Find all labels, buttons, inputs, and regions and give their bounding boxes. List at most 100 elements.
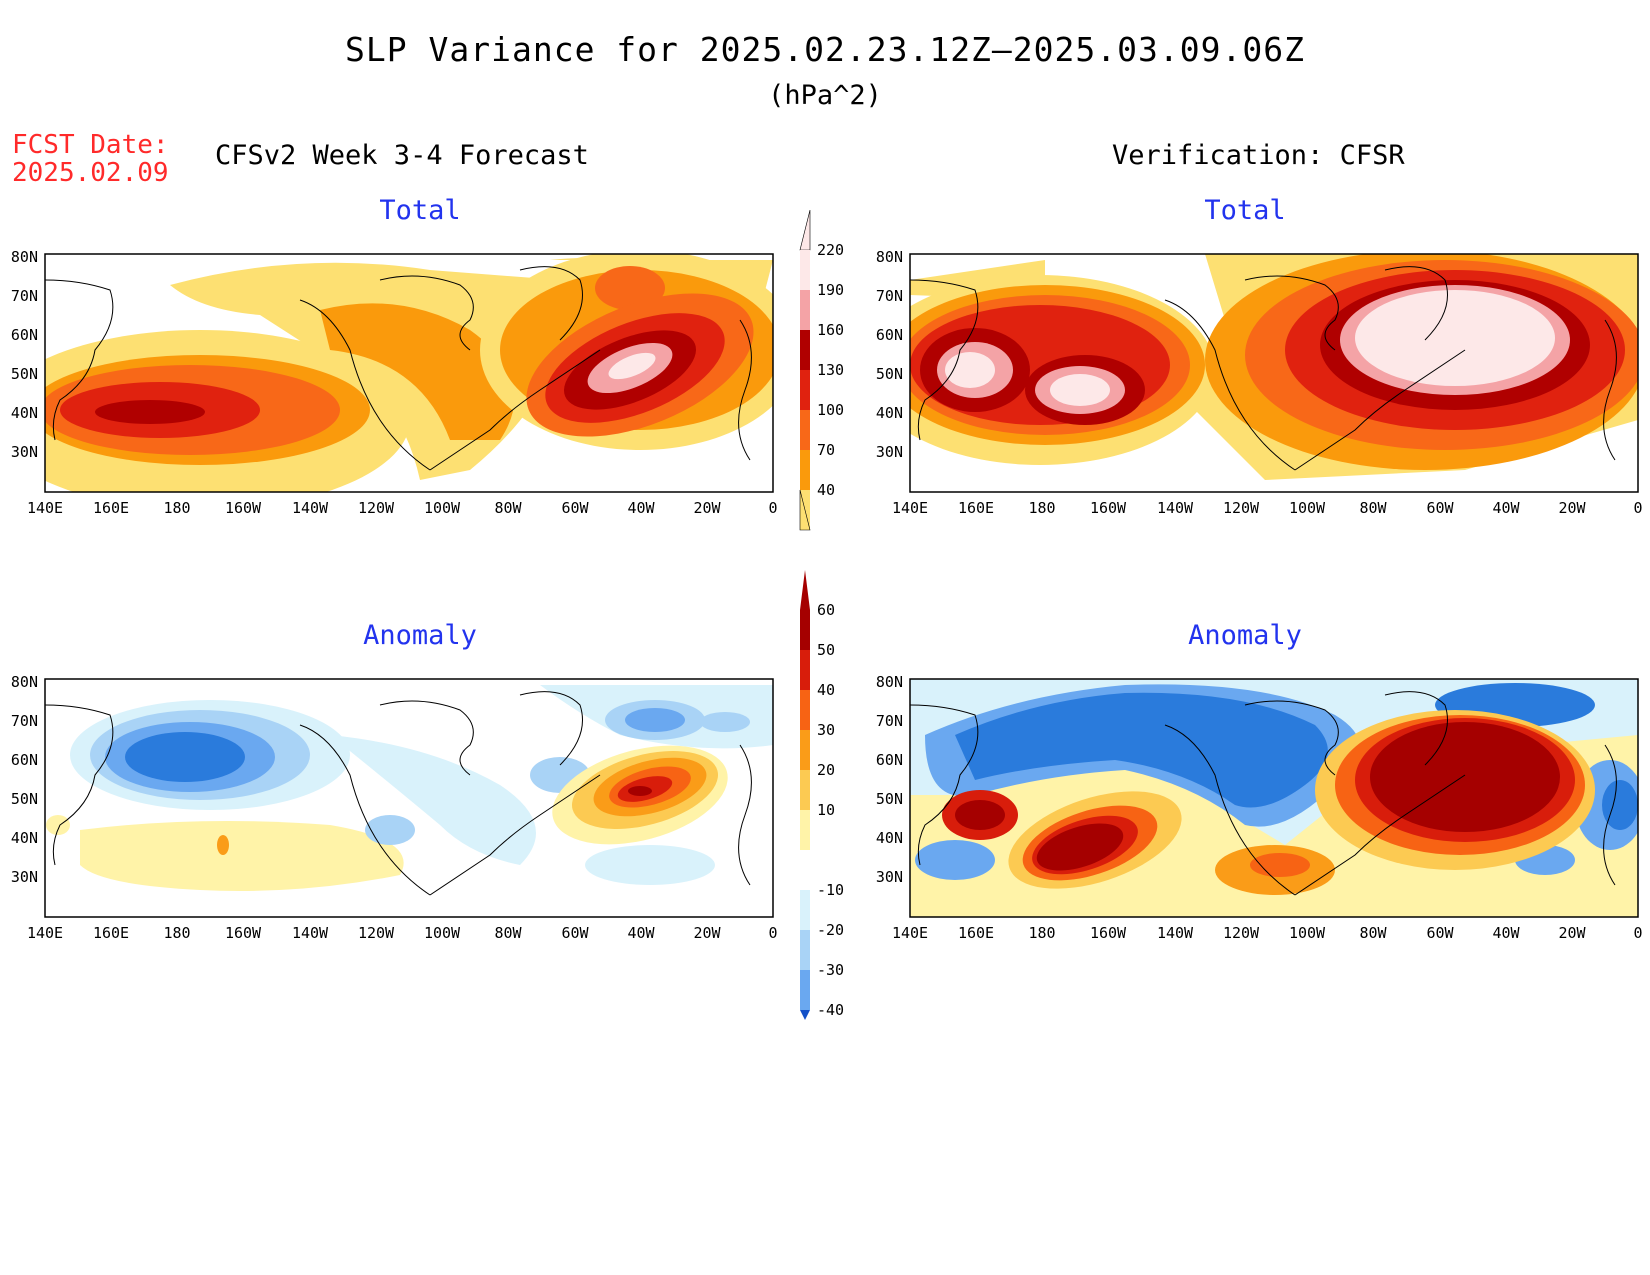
cb-anom-box — [800, 890, 810, 930]
lon-label: 160E — [958, 499, 994, 517]
lon-label: 180 — [1028, 924, 1055, 942]
cb-anom-box — [800, 690, 810, 730]
lat-label: 80N — [11, 673, 38, 691]
cb-anom-box — [800, 810, 810, 850]
cb-anom-label: -20 — [817, 921, 844, 939]
lat-label: 50N — [876, 365, 903, 383]
forecast-header: CFSv2 Week 3-4 Forecast — [215, 140, 589, 171]
lon-label: 160W — [225, 499, 262, 517]
lon-label: 120W — [1223, 924, 1260, 942]
cb-anom-box — [800, 850, 810, 890]
lat-label: 30N — [11, 868, 38, 886]
lon-label: 160E — [958, 924, 994, 942]
lon-label: 20W — [1558, 924, 1586, 942]
lon-label: 160W — [1090, 924, 1127, 942]
lon-label: 120W — [358, 924, 395, 942]
lon-label: 120W — [1223, 499, 1260, 517]
cb-total-label: 190 — [817, 281, 844, 299]
verification-header: Verification: CFSR — [1112, 140, 1405, 171]
lat-label: 50N — [11, 790, 38, 808]
cb-anom-box — [800, 970, 810, 1010]
lat-label: 70N — [11, 287, 38, 305]
map-fcst-total: 80N 70N 60N 50N 40N 30N 140E 160E 180 16… — [11, 248, 778, 517]
lon-label: 40W — [627, 499, 655, 517]
fcst-date-label: FCST Date: — [12, 130, 169, 160]
cb-anom-label: 40 — [817, 681, 835, 699]
cb-anom-label: -10 — [817, 881, 844, 899]
lon-label: 140W — [1157, 499, 1194, 517]
cb-total-box — [800, 290, 810, 330]
cb-total-label: 100 — [817, 401, 844, 419]
lon-label: 60W — [561, 924, 589, 942]
cb-anom-box — [800, 650, 810, 690]
lon-label: 160E — [93, 499, 129, 517]
lon-label: 160W — [1090, 499, 1127, 517]
lon-label: 180 — [163, 924, 190, 942]
cb-anom-label: -40 — [817, 1001, 844, 1019]
lon-label: 180 — [163, 499, 190, 517]
fcst-anomaly-subtitle: Anomaly — [363, 620, 477, 651]
cb-total-label: 130 — [817, 361, 844, 379]
cb-anom-box — [800, 730, 810, 770]
cb-total-label: 160 — [817, 321, 844, 339]
cb-anom-label: 60 — [817, 601, 835, 619]
lat-label: 30N — [11, 443, 38, 461]
lon-label: 0 — [1633, 499, 1642, 517]
lat-label: 60N — [11, 751, 38, 769]
lon-label: 0 — [768, 499, 777, 517]
verif-total-subtitle: Total — [1204, 195, 1286, 226]
colorbar-total: 220 190 160 130 100 70 40 — [799, 210, 844, 531]
lat-label: 80N — [876, 673, 903, 691]
cb-total-box — [800, 410, 810, 450]
lat-label: 70N — [11, 712, 38, 730]
lon-label: 140E — [27, 924, 63, 942]
lon-label: 140W — [1157, 924, 1194, 942]
lon-label: 120W — [358, 499, 395, 517]
lon-label: 60W — [1426, 499, 1454, 517]
lon-label: 140E — [892, 499, 928, 517]
map-verif-total: 80N 70N 60N 50N 40N 30N 140E 160E 180 16… — [876, 248, 1643, 517]
lat-label: 40N — [11, 829, 38, 847]
lat-label: 80N — [876, 248, 903, 266]
lon-label: 140W — [292, 924, 329, 942]
lon-label: 80W — [1359, 924, 1387, 942]
cb-anom-label: 30 — [817, 721, 835, 739]
fcst-date-value: 2025.02.09 — [12, 158, 169, 188]
lon-label: 20W — [1558, 499, 1586, 517]
map-verif-anomaly: 80N 70N 60N 50N 40N 30N 140E 160E 180 16… — [876, 673, 1643, 942]
lat-label: 60N — [876, 326, 903, 344]
cb-anom-label: 20 — [817, 761, 835, 779]
lon-label: 180 — [1028, 499, 1055, 517]
lon-label: 0 — [768, 924, 777, 942]
lon-label: 20W — [693, 924, 721, 942]
verif-anomaly-subtitle: Anomaly — [1188, 620, 1302, 651]
lon-label: 60W — [561, 499, 589, 517]
lat-label: 40N — [876, 829, 903, 847]
cb-anom-box — [800, 770, 810, 810]
lat-label: 50N — [876, 790, 903, 808]
lon-label: 80W — [494, 924, 522, 942]
lat-label: 60N — [11, 326, 38, 344]
lon-label: 80W — [1359, 499, 1387, 517]
figure-title: SLP Variance for 2025.02.23.12Z–2025.03.… — [345, 30, 1305, 69]
lat-label: 70N — [876, 712, 903, 730]
lon-label: 160E — [93, 924, 129, 942]
lat-label: 40N — [11, 404, 38, 422]
lon-label: 100W — [424, 499, 461, 517]
lat-label: 70N — [876, 287, 903, 305]
lon-label: 100W — [1289, 924, 1326, 942]
lon-label: 140E — [27, 499, 63, 517]
lon-label: 140E — [892, 924, 928, 942]
map-fcst-anomaly: 80N 70N 60N 50N 40N 30N 140E 160E 180 16… — [11, 673, 778, 942]
cb-total-box — [800, 330, 810, 370]
lon-label: 80W — [494, 499, 522, 517]
cb-anom-box — [800, 610, 810, 650]
cb-anom-label: 10 — [817, 801, 835, 819]
cb-anom-label: 50 — [817, 641, 835, 659]
cb-total-label: 40 — [817, 481, 835, 499]
lat-label: 40N — [876, 404, 903, 422]
lat-label: 80N — [11, 248, 38, 266]
lon-label: 140W — [292, 499, 329, 517]
fcst-total-subtitle: Total — [379, 195, 461, 226]
cb-total-box — [800, 250, 810, 290]
